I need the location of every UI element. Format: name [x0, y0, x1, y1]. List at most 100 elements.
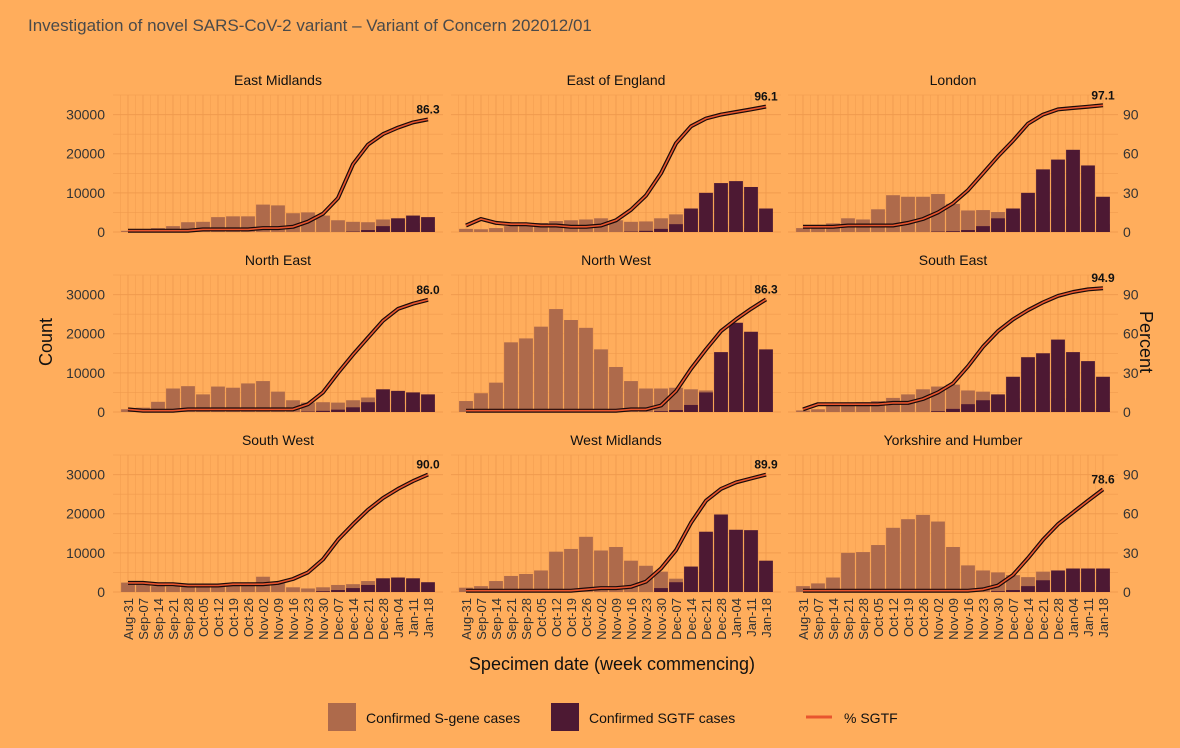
bar-sgtf [931, 411, 945, 412]
bar-sgene [241, 383, 255, 412]
bar-sgene [151, 586, 165, 592]
bar-sgtf [1096, 376, 1110, 412]
bar-sgene [316, 402, 330, 412]
bar-sgtf [1096, 568, 1110, 592]
x-tick-label: Dec-14 [346, 598, 361, 640]
y-tick-label: 20000 [66, 506, 105, 522]
x-tick-label: Jan-04 [729, 598, 744, 638]
x-tick-label: Nov-16 [961, 598, 976, 640]
bar-sgtf [391, 577, 405, 592]
bar-sgene [946, 546, 960, 592]
bar-sgene [961, 210, 975, 232]
bar-sgene [136, 584, 150, 592]
bar-sgene [549, 309, 563, 412]
bar-sgene [271, 391, 285, 412]
bar-sgene [211, 585, 225, 592]
pct-line [465, 105, 767, 228]
x-tick-label: Jan-11 [1081, 598, 1096, 637]
bar-sgene [504, 575, 518, 592]
bar-sgtf [361, 402, 375, 412]
bar-sgtf [1036, 580, 1050, 592]
bar-sgene [639, 221, 653, 232]
bar-sgene [624, 221, 638, 232]
x-tick-label: Nov-02 [256, 598, 271, 640]
pct-line [466, 298, 767, 412]
bar-sgtf [729, 181, 743, 232]
x-tick-label: Aug-31 [459, 598, 474, 640]
bar-sgtf [1021, 586, 1035, 592]
bar-sgtf [759, 560, 773, 592]
bar-sgene [286, 587, 300, 592]
x-axis-label: Specimen date (week commencing) [469, 654, 755, 674]
x-tick-label: Jan-04 [391, 598, 406, 638]
x-tick-label: Jan-18 [1096, 598, 1111, 638]
x-tick-label: Nov-09 [946, 598, 961, 640]
y2-tick-label: 30 [1123, 545, 1139, 561]
final-pct-label: 86.3 [416, 102, 440, 116]
y-tick-label: 20000 [66, 326, 105, 342]
bar-sgtf [421, 582, 435, 592]
pct-line [128, 118, 429, 232]
bar-sgtf [684, 566, 698, 592]
x-tick-label: Sep-14 [489, 598, 504, 640]
bar-sgtf [639, 230, 653, 232]
y2-tick-label: 90 [1123, 107, 1139, 123]
bar-sgene [226, 584, 240, 592]
bar-sgtf [669, 410, 683, 412]
bar-sgtf [331, 409, 345, 412]
bar-sgene [316, 587, 330, 592]
bar-sgtf [346, 407, 360, 412]
bar-sgene [474, 229, 488, 232]
pct-line [128, 473, 429, 587]
bar-sgene [166, 586, 180, 592]
bar-sgene [459, 401, 473, 412]
x-tick-label: Oct-19 [226, 598, 241, 637]
bar-sgtf [361, 230, 375, 232]
bar-sgtf [316, 591, 330, 592]
bar-sgtf [1051, 570, 1065, 592]
bar-sgtf [759, 349, 773, 412]
bar-sgtf [714, 352, 728, 412]
legend-swatch-sgene [328, 703, 356, 731]
bar-sgene [826, 577, 840, 592]
bar-sgtf [684, 404, 698, 412]
x-tick-label: Sep-28 [856, 598, 871, 640]
y2-tick-label: 0 [1123, 224, 1131, 240]
bar-sgene [639, 565, 653, 592]
bar-sgene [226, 387, 240, 412]
bar-sgtf [976, 226, 990, 232]
bar-sgtf [699, 192, 713, 232]
bar-sgtf [391, 218, 405, 232]
x-tick-label: Dec-21 [699, 598, 714, 640]
y2-tick-label: 0 [1123, 404, 1131, 420]
y2-tick-label: 30 [1123, 365, 1139, 381]
x-tick-label: Aug-31 [796, 598, 811, 640]
facet-panel-north-east: North East 86.0 0 10000 20000 30000 [66, 252, 443, 420]
bar-sgtf [331, 590, 345, 592]
bar-sgene [271, 205, 285, 232]
bar-sgtf [376, 578, 390, 592]
bar-sgene [901, 519, 915, 592]
legend-label-sgtf: Confirmed SGTF cases [589, 710, 735, 726]
y-tick-label: 30000 [66, 467, 105, 483]
bar-sgene [826, 406, 840, 412]
x-tick-label: Dec-28 [714, 598, 729, 640]
x-tick-label: Sep-14 [151, 598, 166, 640]
bar-sgtf [669, 224, 683, 232]
bar-sgtf [1021, 357, 1035, 412]
x-tick-label: Dec-28 [376, 598, 391, 640]
bar-sgtf [376, 226, 390, 232]
x-tick-label: Aug-31 [121, 598, 136, 640]
bar-sgtf [946, 408, 960, 412]
bar-sgene [811, 409, 825, 412]
bar-sgene [301, 588, 315, 592]
bar-sgene [459, 228, 473, 232]
bar-sgene [519, 338, 533, 412]
bar-sgene [886, 195, 900, 232]
bar-sgtf [714, 514, 728, 592]
x-tick-label: Oct-26 [579, 598, 594, 637]
facet-strip-label: West Midlands [570, 432, 662, 448]
bar-sgene [564, 548, 578, 592]
bar-sgene [361, 222, 375, 232]
